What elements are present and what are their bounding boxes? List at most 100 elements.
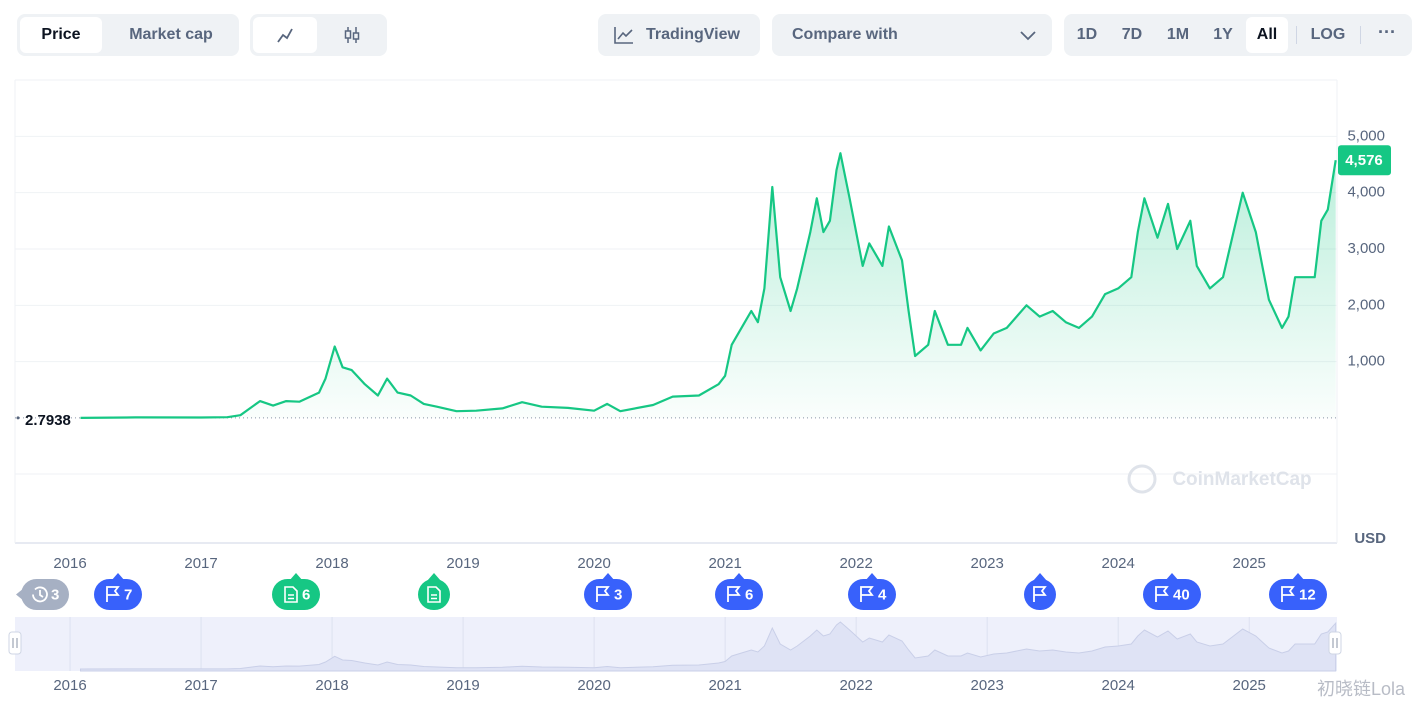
range[interactable]: 7D xyxy=(1121,26,1143,43)
badge-body xyxy=(21,579,69,610)
compare-dropdown[interactable]: Compare with xyxy=(772,14,1052,56)
price-line xyxy=(80,152,1337,419)
event-badge[interactable]: 6 xyxy=(272,573,320,610)
flag-icon xyxy=(106,586,120,602)
badge-pointer xyxy=(1033,573,1047,581)
x-tick-label: 2017 xyxy=(184,555,217,572)
event-badge[interactable] xyxy=(1024,573,1056,610)
x-tick-label: 2023 xyxy=(970,555,1003,572)
event-badge[interactable] xyxy=(418,573,450,610)
x-tick-label: 2025 xyxy=(1233,555,1266,572)
x-tick-label: 2021 xyxy=(708,555,741,572)
x-tick-label: 2024 xyxy=(1102,555,1135,572)
y-tick-label: 4,000 xyxy=(1347,184,1385,201)
badge-pointer xyxy=(1291,573,1305,581)
chart-style xyxy=(250,14,387,56)
badge-pointer xyxy=(427,573,441,581)
tradingview-button[interactable]: TradingView xyxy=(598,14,760,56)
flag-icon xyxy=(1033,586,1047,602)
doc-icon xyxy=(284,586,298,603)
metric-tabs: Price Market cap xyxy=(17,14,239,56)
dropdown-label: Compare with xyxy=(792,26,898,43)
navigator-tick-label: 2016 xyxy=(53,677,86,694)
tab[interactable]: Price xyxy=(20,17,102,53)
navigator-tick-label: 2025 xyxy=(1233,677,1266,694)
navigator-tick-label: 2017 xyxy=(184,677,217,694)
event-badge[interactable]: 12 xyxy=(1269,573,1327,610)
badge-pointer xyxy=(865,573,879,581)
x-tick-label: 2016 xyxy=(53,555,86,572)
range[interactable]: 1D xyxy=(1076,26,1098,43)
navigator-tick-label: 2024 xyxy=(1102,677,1135,694)
reference-dot xyxy=(16,416,20,420)
range[interactable]: 1Y xyxy=(1213,26,1233,43)
range[interactable]: 1M xyxy=(1166,26,1190,43)
line-icon xyxy=(277,28,293,43)
navigator-handle[interactable] xyxy=(8,631,22,655)
badge-body xyxy=(272,579,320,610)
currency-label: USD xyxy=(1354,530,1386,547)
watermark-logo xyxy=(1127,464,1157,494)
event-count: 12 xyxy=(1299,586,1316,603)
flag-icon xyxy=(596,586,610,602)
more-button[interactable]: ··· xyxy=(1378,22,1396,42)
navigator-tick-label: 2021 xyxy=(708,677,741,694)
divider xyxy=(1360,26,1361,44)
chevron xyxy=(1020,31,1036,41)
navigator-tick-label: 2019 xyxy=(446,677,479,694)
flag-icon xyxy=(727,586,741,602)
badge-pointer xyxy=(289,573,303,581)
last-price-label: 4,576 xyxy=(1345,152,1383,169)
badge-pointer xyxy=(1165,573,1179,581)
history-icon xyxy=(32,586,48,603)
y-tick-label: 3,000 xyxy=(1347,240,1385,257)
log-toggle[interactable]: LOG xyxy=(1310,26,1346,43)
event-count: 40 xyxy=(1173,586,1190,603)
event-badge[interactable]: 4 xyxy=(848,573,896,610)
badge-pointer xyxy=(601,573,615,581)
event-count: 4 xyxy=(878,586,887,603)
event-count: 6 xyxy=(745,586,753,603)
handle-grip xyxy=(12,638,18,648)
navigator-tick-label: 2023 xyxy=(970,677,1003,694)
watermark: CoinMarketCap xyxy=(1172,469,1311,490)
navigator-tick-label: 2022 xyxy=(839,677,872,694)
flag-icon xyxy=(860,586,874,602)
doc-icon xyxy=(427,586,441,603)
divider xyxy=(1296,26,1297,44)
y-tick-label: 2,000 xyxy=(1347,296,1385,313)
reference-label: 2.7938 xyxy=(25,412,71,429)
x-tick-label: 2019 xyxy=(446,555,479,572)
x-tick-label: 2022 xyxy=(839,555,872,572)
flag-icon xyxy=(1155,586,1169,602)
event-badge[interactable]: 3 xyxy=(16,579,69,610)
badge-body xyxy=(1269,579,1327,610)
footer-watermark: 初晓链Lola xyxy=(1317,679,1406,699)
range[interactable]: All xyxy=(1246,17,1288,53)
event-count: 6 xyxy=(302,586,310,603)
flag-icon xyxy=(1281,586,1295,602)
navigator-tick-label: 2020 xyxy=(577,677,610,694)
badge-pointer xyxy=(732,573,746,581)
tab[interactable]: Market cap xyxy=(129,26,213,43)
candle-style[interactable] xyxy=(320,17,384,53)
event-badge[interactable]: 3 xyxy=(584,573,632,610)
event-count: 3 xyxy=(614,586,622,603)
navigator-tick-label: 2018 xyxy=(315,677,348,694)
x-tick-label: 2020 xyxy=(577,555,610,572)
line-style[interactable] xyxy=(253,17,317,53)
badge-body xyxy=(1143,579,1201,610)
event-badge[interactable]: 40 xyxy=(1143,573,1201,610)
y-tick-label: 1,000 xyxy=(1347,353,1385,370)
candle-icon xyxy=(344,27,360,43)
handle-grip xyxy=(1332,638,1338,648)
navigator-handle[interactable] xyxy=(1328,631,1342,655)
event-badge[interactable]: 6 xyxy=(715,573,763,610)
y-tick-label: 5,000 xyxy=(1347,127,1385,144)
last-price-badge xyxy=(1338,145,1391,176)
event-badge[interactable]: 7 xyxy=(94,573,142,610)
area xyxy=(80,153,1336,418)
button-label: TradingView xyxy=(646,26,740,43)
